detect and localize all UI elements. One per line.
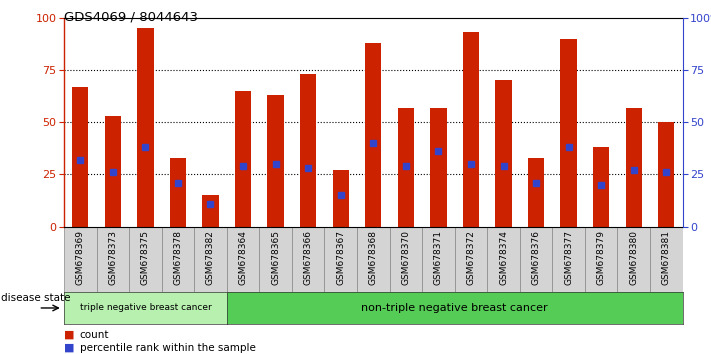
Text: GSM678366: GSM678366 <box>304 230 313 285</box>
Bar <box>64 227 97 292</box>
Text: GSM678369: GSM678369 <box>76 230 85 285</box>
Text: count: count <box>80 330 109 339</box>
Bar <box>227 227 260 292</box>
Text: GSM678373: GSM678373 <box>108 230 117 285</box>
Text: percentile rank within the sample: percentile rank within the sample <box>80 343 255 353</box>
Text: ■: ■ <box>64 343 75 353</box>
Bar <box>593 147 609 227</box>
Bar <box>235 91 251 227</box>
Bar <box>626 108 642 227</box>
Bar <box>260 227 292 292</box>
Bar <box>97 227 129 292</box>
Bar <box>487 227 520 292</box>
Bar <box>528 158 544 227</box>
Text: GSM678364: GSM678364 <box>239 230 247 285</box>
Text: GSM678371: GSM678371 <box>434 230 443 285</box>
Text: non-triple negative breast cancer: non-triple negative breast cancer <box>361 303 548 313</box>
Bar <box>292 227 324 292</box>
Bar <box>105 116 121 227</box>
Bar <box>496 80 512 227</box>
Bar <box>72 87 88 227</box>
Text: disease state: disease state <box>1 293 70 303</box>
Text: GSM678367: GSM678367 <box>336 230 346 285</box>
Text: GSM678380: GSM678380 <box>629 230 638 285</box>
Bar <box>560 39 577 227</box>
Bar <box>170 158 186 227</box>
Bar <box>552 227 585 292</box>
Bar <box>203 195 218 227</box>
Text: triple negative breast cancer: triple negative breast cancer <box>80 303 211 313</box>
Text: GSM678368: GSM678368 <box>369 230 378 285</box>
Bar <box>137 28 154 227</box>
Bar <box>194 227 227 292</box>
Bar <box>324 227 357 292</box>
Text: GSM678370: GSM678370 <box>401 230 410 285</box>
Bar <box>520 227 552 292</box>
Bar <box>430 108 447 227</box>
Bar <box>161 227 194 292</box>
Bar <box>454 227 487 292</box>
Bar <box>650 227 683 292</box>
Text: GSM678377: GSM678377 <box>564 230 573 285</box>
Text: GSM678365: GSM678365 <box>271 230 280 285</box>
Bar <box>300 74 316 227</box>
Bar <box>397 108 414 227</box>
Text: GSM678374: GSM678374 <box>499 230 508 285</box>
Bar <box>617 227 650 292</box>
Text: GSM678379: GSM678379 <box>597 230 606 285</box>
Text: GSM678381: GSM678381 <box>662 230 670 285</box>
Text: GSM678378: GSM678378 <box>173 230 183 285</box>
Text: GSM678382: GSM678382 <box>206 230 215 285</box>
Text: ■: ■ <box>64 330 75 339</box>
Text: GSM678372: GSM678372 <box>466 230 476 285</box>
Bar <box>365 43 381 227</box>
Bar <box>333 170 349 227</box>
Bar <box>390 227 422 292</box>
Text: GDS4069 / 8044643: GDS4069 / 8044643 <box>64 11 198 24</box>
Bar <box>463 32 479 227</box>
Bar <box>422 227 454 292</box>
Text: GSM678376: GSM678376 <box>532 230 540 285</box>
Text: GSM678375: GSM678375 <box>141 230 150 285</box>
Bar <box>267 95 284 227</box>
Bar <box>585 227 617 292</box>
Bar <box>129 227 161 292</box>
Bar <box>658 122 675 227</box>
Bar <box>357 227 390 292</box>
